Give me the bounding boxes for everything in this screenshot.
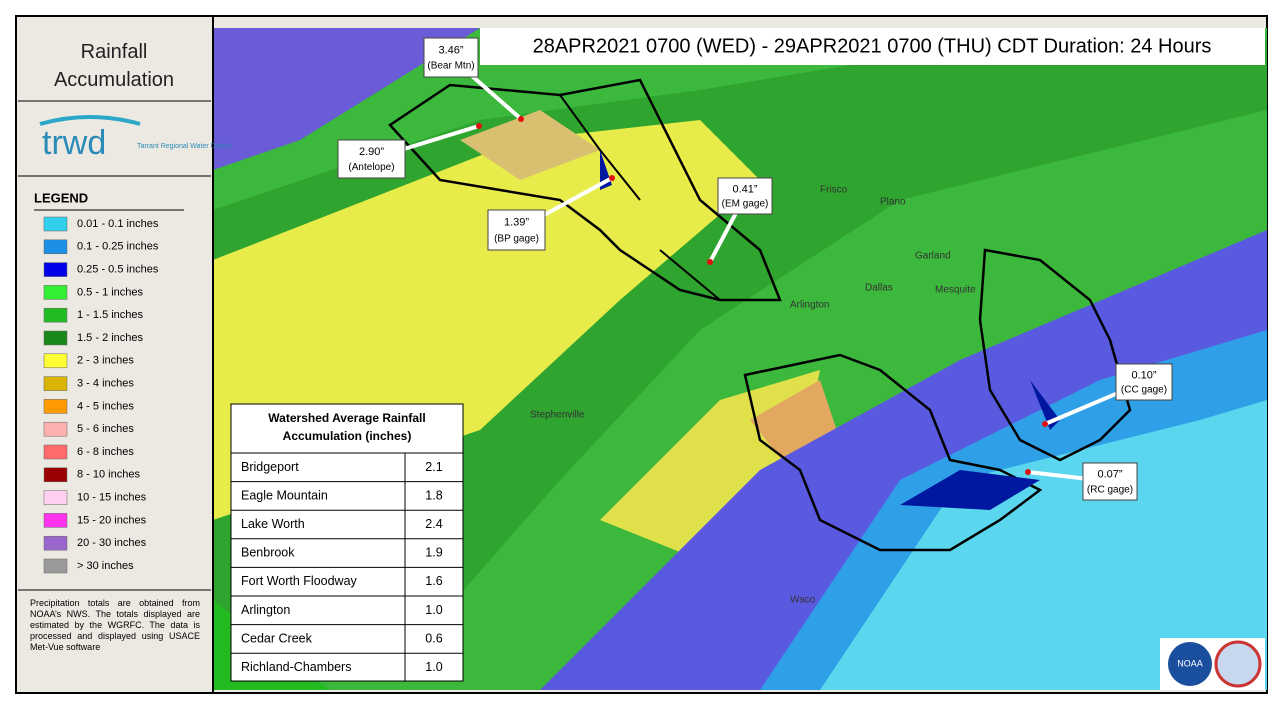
legend-swatch [43, 216, 68, 232]
callout-label: (Bear Mtn) [427, 61, 474, 72]
callout-value: 3.46” [438, 44, 463, 56]
legend-label: 6 - 8 inches [77, 446, 134, 458]
table-cell: Fort Worth Floodway [241, 574, 358, 588]
table-cell: 1.6 [425, 574, 442, 588]
noaa-logo [1168, 642, 1212, 686]
legend-label: 20 - 30 inches [77, 537, 147, 549]
table-cell: Richland-Chambers [241, 660, 351, 674]
note: Precipitation totals are obtained from N… [30, 598, 200, 652]
table-cell: Arlington [241, 603, 290, 617]
gage-dot [707, 259, 713, 265]
callout-label: (BP gage) [494, 233, 539, 244]
table-frame [230, 403, 464, 682]
legend-swatch [43, 399, 68, 414]
city-label: Arlington [790, 300, 829, 311]
legend-swatch [43, 285, 68, 300]
gage-dot [1025, 469, 1031, 475]
legend-swatch [43, 330, 68, 346]
gage-dot [518, 116, 524, 122]
logo-wave [39, 115, 141, 126]
city-label: Waco [790, 595, 816, 606]
table-cell: 1.0 [425, 660, 442, 674]
legend-title: LEGEND [34, 190, 88, 205]
legend-label: 15 - 20 inches [77, 514, 147, 526]
header-box [480, 28, 1265, 65]
legend-swatch [43, 558, 68, 574]
legend-swatch [43, 490, 68, 505]
gage-dot [476, 123, 482, 129]
table-cell: Bridgeport [241, 460, 299, 474]
legend-swatch [43, 353, 68, 369]
legend-label: 0.25 - 0.5 inches [77, 264, 159, 276]
legend-label: 10 - 15 inches [77, 492, 147, 504]
callout-box [717, 177, 773, 215]
callout-box [1115, 363, 1173, 401]
legend-label: 1.5 - 2 inches [77, 332, 144, 344]
legend-label: 0.5 - 1 inches [77, 286, 144, 298]
noaa-text: NOAA [1177, 658, 1203, 668]
table-cell: Benbrook [241, 546, 295, 560]
logo-name: trwd [42, 124, 106, 162]
legend-swatch [43, 513, 68, 528]
callout-box [1082, 462, 1138, 501]
legend-swatch [43, 421, 68, 437]
logo-sub: Tarrant Regional Water District [137, 143, 232, 150]
legend-label: 5 - 6 inches [77, 423, 134, 435]
legend-swatch [43, 239, 68, 255]
table-cell: Eagle Mountain [241, 488, 328, 502]
table-cell: Cedar Creek [241, 631, 313, 645]
city-label: Garland [915, 251, 951, 262]
table: Watershed Average Rainfall Accumulation … [230, 403, 464, 682]
city-label: Frisco [820, 185, 848, 196]
callout-label: (CC gage) [1121, 385, 1167, 396]
table-title: Watershed Average Rainfall Accumulation … [268, 411, 426, 443]
legend-label: 2 - 3 inches [77, 355, 134, 367]
callout-label: (EM gage) [722, 199, 769, 210]
legend-label: 0.1 - 0.25 inches [77, 241, 159, 253]
callout-value: 0.10” [1131, 369, 1156, 381]
legend-swatch [43, 262, 68, 277]
legend-label: 8 - 10 inches [77, 469, 140, 481]
callout-label: (RC gage) [1087, 484, 1133, 495]
sidebar-title: Rainfall Accumulation [54, 41, 174, 91]
city-label: Mesquite [935, 285, 976, 296]
table-title-box: Watershed Average Rainfall Accumulation … [268, 411, 426, 443]
callout-value: 0.07” [1097, 469, 1122, 481]
legend-label: 1 - 1.5 inches [77, 309, 144, 321]
nws-logo [1214, 640, 1262, 688]
gage-dot [609, 175, 615, 181]
legend-swatch [43, 376, 68, 391]
table-cell: 1.8 [425, 488, 442, 502]
legend-swatch [43, 467, 68, 483]
table-cell: 1.0 [425, 603, 442, 617]
callout-label: (Antelope) [348, 162, 394, 173]
callout-box [337, 139, 406, 179]
callout-value: 2.90” [359, 146, 384, 158]
city-label: Dallas [865, 283, 893, 294]
table-cell: 0.6 [425, 631, 442, 645]
city-label: Plano [880, 197, 906, 208]
city-label: Stephenville [530, 410, 585, 421]
table-cell: Lake Worth [241, 517, 305, 531]
note-box: Precipitation totals are obtained from N… [30, 598, 200, 652]
legend-swatch [43, 535, 68, 551]
table-cell: 2.4 [425, 517, 442, 531]
legend-label: 3 - 4 inches [77, 378, 134, 390]
table-cell: 2.1 [425, 460, 442, 474]
legend-label: 0.01 - 0.1 inches [77, 218, 159, 230]
legend-label: > 30 inches [77, 560, 134, 572]
legend-swatch [43, 307, 68, 323]
callout-box [423, 37, 479, 78]
legend-label: 4 - 5 inches [77, 400, 134, 412]
table-cell: 1.9 [425, 546, 442, 560]
gage-dot [1042, 421, 1048, 427]
callout-value: 0.41” [732, 183, 757, 195]
legend-swatch [43, 444, 68, 460]
callout-value: 1.39” [504, 217, 529, 229]
callout-box [487, 209, 546, 251]
header-title: 28APR2021 0700 (WED) - 29APR2021 0700 (T… [533, 35, 1212, 57]
